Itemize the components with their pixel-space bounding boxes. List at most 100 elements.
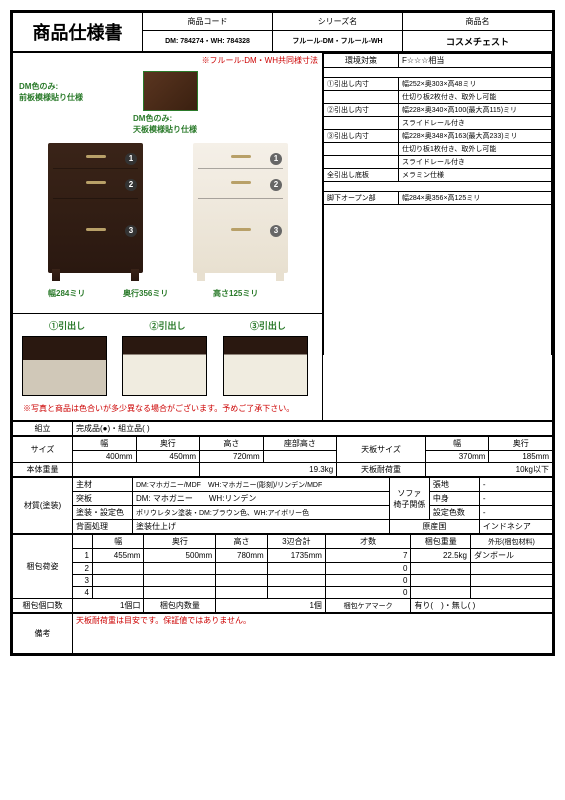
origin-label: 原産国 (389, 520, 479, 534)
assembly-value: 完成品(●)・組立品( ) (73, 422, 553, 436)
size-sh-label: 座部高さ (263, 437, 337, 451)
leg-label: 脚下オープン部 (324, 192, 399, 205)
care-label: 梱包ケアマーク (325, 599, 411, 613)
pk-wt: 梱包重量 (411, 535, 471, 549)
top-d-label: 奥行 (489, 437, 553, 451)
care-val: 有り( )・無し( ) (411, 599, 553, 613)
inner-label: 梱包内数量 (144, 599, 216, 613)
remarks-table: 備考 天板耐荷重は目安です。保証値ではありません。 (12, 613, 553, 654)
d3-label: ③引出し内寸 (324, 130, 399, 143)
top-w-label: 幅 (425, 437, 489, 451)
assembly-label: 組立 (13, 422, 73, 436)
annotation-dm-top: DM色のみ: 天板模様貼り仕様 (133, 113, 197, 135)
header-table: 商品仕様書 商品コード シリーズ名 商品名 DM: 784274・WH: 784… (12, 12, 553, 52)
dim-depth: 奥行356ミリ (123, 288, 168, 299)
packing-row-1: 1 455mm 500mm 780mm 1735mm 7 22.5kg ダンボー… (13, 549, 553, 563)
load-label: 天板耐荷重 (337, 463, 426, 477)
dim-height: 高さ125ミリ (213, 288, 258, 299)
d3-sub2: スライドレール付き (399, 156, 552, 169)
name-label: 商品名 (403, 13, 553, 31)
drawer3-photo (223, 336, 308, 396)
drawer-photos: ①引出し ②引出し ③引出し ※写真と商品は色合いが多少異なる場合がございます。… (13, 313, 322, 420)
product-image-area: ※フルール-DM・WH共同様寸法 DM色のみ: 前板模様貼り仕様 DM色のみ: … (13, 53, 322, 313)
top-w-val: 370mm (425, 451, 489, 463)
env-label: 環境対策 (324, 54, 399, 68)
packing-row-4: 40 (13, 587, 553, 599)
d1-sub: 仕切り板2枚付き、取外し可能 (399, 91, 552, 104)
count-label: 梱包個口数 (13, 599, 73, 613)
paint-label: 塗装・設定色 (73, 506, 133, 520)
inner-val: 1個 (216, 599, 326, 613)
d2-val: 幅228×奥340×高100(最大高115)ミリ (399, 104, 552, 117)
name-value: コスメチェスト (403, 31, 553, 52)
drawer2-label: ②引出し (117, 318, 217, 333)
remarks-note: 天板耐荷重は目安です。保証値ではありません。 (76, 616, 251, 625)
size-h-label: 高さ (200, 437, 264, 451)
d2-label: ②引出し内寸 (324, 104, 399, 117)
upholstery-label: 張地 (429, 478, 479, 492)
pk-shape: 外形(梱包材料) (471, 535, 553, 549)
upholstery-val: - (479, 478, 552, 492)
series-label: シリーズ名 (273, 13, 403, 31)
photo-note: ※写真と商品は色合いが多少異なる場合がございます。予めご了承下さい。 (17, 401, 318, 416)
veneer-val: DM: マホガニー WH:リンデン (133, 492, 390, 506)
top-d-val: 185mm (489, 451, 553, 463)
env-value: F☆☆☆相当 (399, 54, 552, 68)
back-label: 背面処理 (73, 520, 133, 534)
pk-h: 高さ (216, 535, 267, 549)
d1-val: 幅252×奥303×高48ミリ (399, 78, 552, 91)
pk-d: 奥行 (144, 535, 216, 549)
filling-val: - (479, 492, 552, 506)
code-label: 商品コード (143, 13, 273, 31)
count-val: 1個口 (73, 599, 144, 613)
assembly-table: 組立 完成品(●)・組立品( ) (12, 421, 553, 436)
d2-sub: スライドレール付き (399, 117, 552, 130)
main-val: DM:マホガニー/MDF WH:マホガニー(彫刻)/リンデン/MDF (133, 478, 390, 492)
size-h-val: 720mm (200, 451, 264, 463)
veneer-label: 突板 (73, 492, 133, 506)
right-spec-table: 環境対策 F☆☆☆相当 ①引出し内寸 幅252×奥303×高48ミリ 仕切り板2… (323, 53, 552, 355)
d3-val: 幅228×奥348×高163(最大高233)ミリ (399, 130, 552, 143)
load-val: 10kg以下 (425, 463, 552, 477)
leg-val: 幅284×奥356×高125ミリ (399, 192, 552, 205)
bottom-label: 全引出し底板 (324, 169, 399, 182)
paint-val: ポリウレタン塗装・DM:ブラウン色、WH:アイボリー色 (133, 506, 390, 520)
drawer1-label: ①引出し (17, 318, 117, 333)
material-section-label: 材質(塗装) (13, 478, 73, 534)
origin-val: インドネシア (479, 520, 552, 534)
d1-label: ①引出し内寸 (324, 78, 399, 91)
packing-label: 梱包荷姿 (13, 535, 73, 599)
size-d-val: 450mm (136, 451, 200, 463)
back-val: 塗装仕上げ (133, 520, 390, 534)
spec-sheet: 商品仕様書 商品コード シリーズ名 商品名 DM: 784274・WH: 784… (10, 10, 555, 656)
size-w-label: 幅 (73, 437, 137, 451)
top-label: 天板サイズ (337, 437, 426, 463)
colors-val: - (479, 506, 552, 520)
filling-label: 中身 (429, 492, 479, 506)
size-sh-val (263, 451, 337, 463)
size-label: サイズ (13, 437, 73, 463)
pk-sai: 才数 (325, 535, 411, 549)
drawer3-label: ③引出し (218, 318, 318, 333)
packing-row-2: 20 (13, 563, 553, 575)
material-table: 材質(塗装) 主材 DM:マホガニー/MDF WH:マホガニー(彫刻)/リンデン… (12, 477, 553, 534)
weight-label: 本体重量 (13, 463, 73, 477)
pk-sum: 3辺合計 (267, 535, 325, 549)
packing-row-3: 30 (13, 575, 553, 587)
dim-width: 幅284ミリ (48, 288, 85, 299)
series-value: フルール-DM・フルール-WH (273, 31, 403, 52)
bottom-val: メラミン仕様 (399, 169, 552, 182)
sofa-label: ソファ 椅子関係 (389, 478, 429, 520)
size-table: サイズ 幅 奥行 高さ 座部高さ 天板サイズ 幅 奥行 400mm 450mm … (12, 436, 553, 477)
image-note: ※フルール-DM・WH共同様寸法 (13, 53, 322, 68)
main-label: 主材 (73, 478, 133, 492)
doc-title: 商品仕様書 (13, 13, 143, 52)
size-w-val: 400mm (73, 451, 137, 463)
size-d-label: 奥行 (136, 437, 200, 451)
product-image-dark: 1 2 3 (48, 143, 143, 273)
d3-sub1: 仕切り板1枚付き、取外し可能 (399, 143, 552, 156)
remarks-label: 備考 (13, 614, 73, 654)
product-image-white: 1 2 3 (193, 143, 288, 273)
colors-label: 設定色数 (429, 506, 479, 520)
annotation-dm-front: DM色のみ: 前板模様貼り仕様 (19, 81, 83, 103)
